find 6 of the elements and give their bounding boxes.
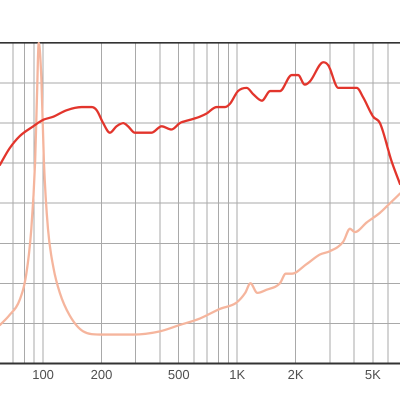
- x-tick-label: 2K: [288, 366, 304, 382]
- x-tick-label: 5K: [364, 366, 382, 382]
- x-tick-label: 100: [32, 366, 54, 382]
- x-tick-label: 1K: [229, 366, 246, 382]
- x-tick-label: 500: [168, 366, 190, 382]
- x-tick-label: 200: [90, 366, 112, 382]
